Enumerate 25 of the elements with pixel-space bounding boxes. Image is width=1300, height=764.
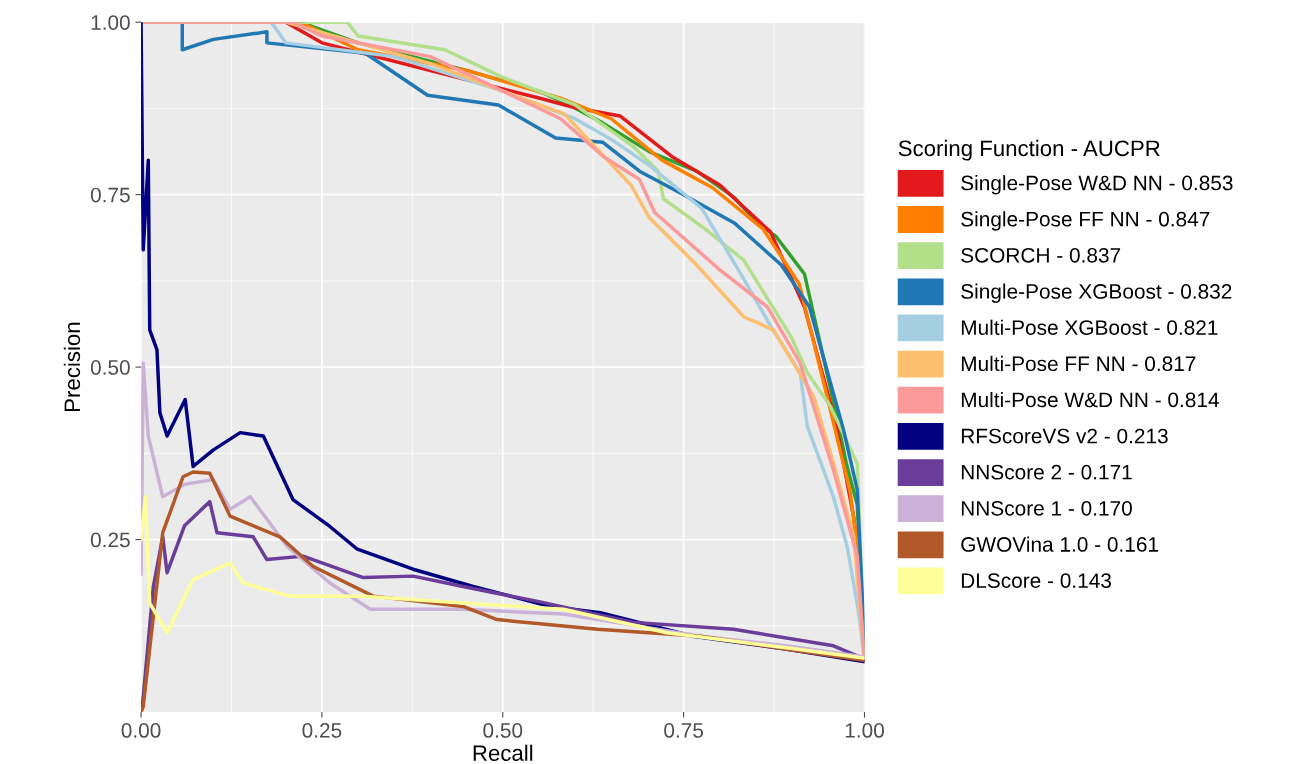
x-tick-label: 0.00	[121, 723, 161, 738]
legend-label: Multi-Pose W&D NN - 0.814	[961, 391, 1219, 408]
x-tick-label: 0.25	[302, 723, 342, 738]
legend-label: Multi-Pose XGBoost - 0.821	[961, 319, 1218, 335]
y-tick-label: 0.50	[90, 360, 130, 375]
x-tick-label: 1.00	[845, 723, 884, 738]
x-axis-title: Recall	[473, 744, 533, 761]
legend-label: GWOVina 1.0 - 0.161	[961, 536, 1159, 552]
legend-label: Single-Pose W&D NN - 0.853	[961, 175, 1233, 195]
x-tick-label: 0.50	[483, 723, 523, 738]
legend-label: Multi-Pose FF NN - 0.817	[961, 355, 1196, 372]
x-tick-label: 0.75	[664, 723, 704, 738]
legend-label: NNScore 2 - 0.171	[961, 464, 1132, 480]
legend-label: NNScore 1 - 0.170	[961, 500, 1132, 516]
y-tick-label: 1.00	[91, 15, 130, 30]
legend-label: SCORCH - 0.837	[961, 247, 1121, 263]
legend-label: RFScoreVS v2 - 0.213	[961, 428, 1168, 444]
line-series	[141, 495, 865, 660]
y-tick-label: 0.25	[90, 532, 130, 548]
legend-label: Single-Pose XGBoost - 0.832	[961, 283, 1232, 303]
y-tick-label: 0.75	[90, 187, 130, 203]
y-axis-title: Precision	[63, 322, 81, 411]
legend-label: Single-Pose FF NN - 0.847	[961, 211, 1210, 231]
legend-title: Scoring Function - AUCPR	[898, 139, 1160, 161]
legend-label: DLScore - 0.143	[961, 573, 1112, 588]
